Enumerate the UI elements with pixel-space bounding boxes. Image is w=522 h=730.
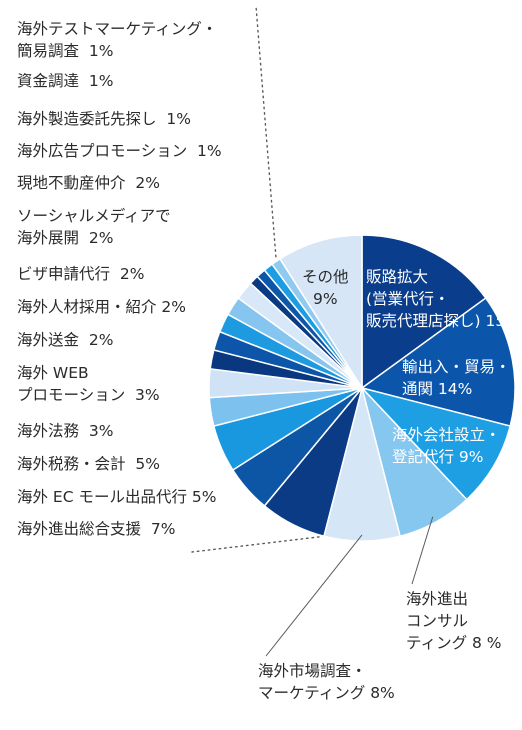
leader-line — [255, 5, 277, 258]
slice-label-0: 販路拡大 (営業代行・ 販売代理店探し) 15% — [366, 268, 520, 330]
slice-label-3: 海外進出 コンサル ティング 8 % — [406, 590, 502, 652]
leader-line — [191, 536, 320, 553]
slice-label-11: 海外人材採用・紹介 2% — [17, 298, 187, 316]
slice-label-7: 海外税務・会計 5% — [17, 455, 160, 473]
leader-lines — [191, 5, 434, 657]
slice-label-4: 海外市場調査・ マーケティング 8% — [258, 662, 395, 702]
pie-slice-19 — [278, 234, 363, 391]
slice-label-1: 輸出入・貿易・ 通関 14% — [402, 358, 511, 398]
pie-slice-2 — [359, 386, 512, 501]
pie-slice-1 — [360, 297, 516, 427]
slice-label-15: 海外広告プロモーション 1% — [17, 142, 222, 160]
leader-line — [411, 516, 434, 585]
pie-slices — [208, 234, 516, 542]
slice-label-14: 現地不動産仲介 2% — [17, 174, 160, 192]
slice-label-16: 海外製造委託先探し 1% — [17, 110, 191, 128]
slice-label-2: 海外会社設立・ 登記代行 9% — [392, 426, 501, 466]
slice-label-8: 海外法務 3% — [17, 422, 114, 440]
slice-label-5: 海外進出総合支援 7% — [17, 520, 176, 538]
slice-label-19: その他 9% — [302, 268, 349, 308]
slice-label-18: 海外テストマーケティング・ 簡易調査 1% — [17, 20, 218, 60]
pie-slice-0 — [361, 234, 487, 390]
slice-label-12: ビザ申請代行 2% — [17, 265, 145, 283]
slice-label-13: ソーシャルメディアで 海外展開 2% — [17, 207, 171, 247]
leader-line — [265, 534, 363, 657]
slice-label-10: 海外送金 2% — [17, 331, 114, 349]
slice-label-6: 海外 EC モール出品代行 5% — [17, 488, 217, 506]
slice-label-17: 資金調達 1% — [17, 72, 114, 90]
slice-label-9: 海外 WEB プロモーション 3% — [17, 364, 160, 404]
